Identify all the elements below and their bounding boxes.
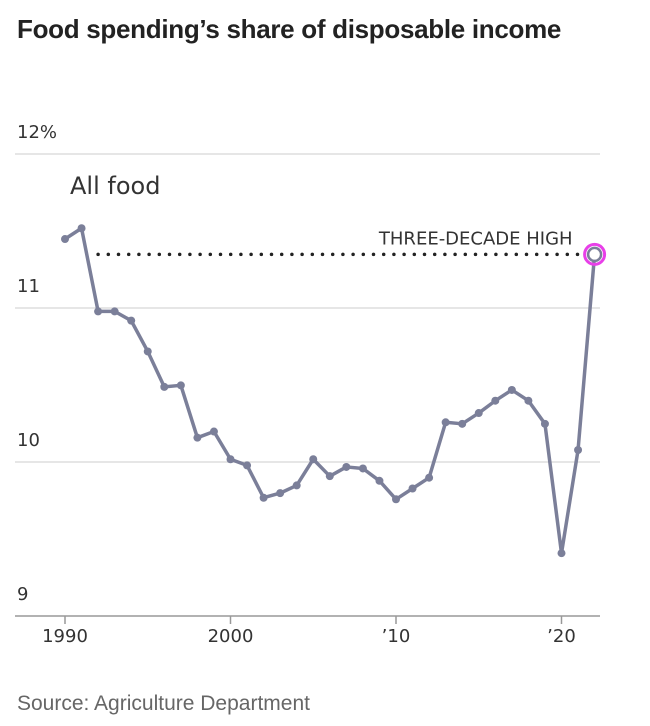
series-label: All food [70,172,160,200]
data-point [524,396,533,405]
data-point [160,382,169,391]
data-point-latest [586,246,603,263]
x-tick-label: ’20 [547,626,576,647]
y-tick-label: 11 [17,276,40,297]
data-point [574,446,583,454]
data-point [507,385,516,394]
data-point [209,427,218,436]
data-point [425,473,434,482]
data-point [540,419,549,428]
data-point [325,472,334,481]
source-note: Source: Agriculture Department [17,692,310,715]
data-point [143,347,152,356]
data-point [557,549,566,558]
data-point [259,493,268,502]
data-point [226,455,235,464]
data-point [441,418,450,427]
data-point [61,235,69,244]
y-tick-label: 12% [17,122,57,143]
data-point [358,464,367,473]
data-point [77,224,86,233]
data-point [276,489,285,498]
chart-title: Food spending’s share of disposable inco… [17,14,562,44]
x-tick-label: ’10 [382,626,411,647]
x-tick-label: 1990 [42,626,88,647]
data-point [176,381,185,390]
data-point [408,484,417,493]
highlight-ring [583,242,607,266]
data-point [193,433,202,442]
data-point [243,461,252,470]
annotation-label: THREE-DECADE HIGH [378,228,573,249]
data-point [474,409,483,418]
data-point [392,495,400,504]
y-tick-label: 10 [17,430,40,451]
data-point [110,307,119,316]
data-point [491,396,500,405]
data-point [342,462,351,471]
data-point [375,476,384,485]
data-point [292,481,301,490]
x-tick-label: 2000 [208,626,254,647]
data-point [458,419,467,428]
data-point [94,307,103,316]
data-point [309,455,318,464]
y-tick-label: 9 [17,584,28,605]
data-point [127,316,136,325]
